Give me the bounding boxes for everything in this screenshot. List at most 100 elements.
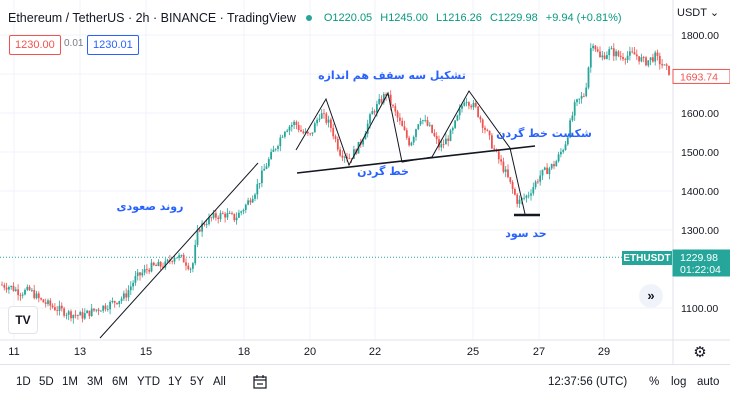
candle-body — [175, 257, 178, 259]
price-tick-label: 1100.00 — [681, 303, 718, 315]
symbol-tag-bg — [622, 251, 672, 265]
candle-body — [263, 168, 266, 171]
candle-body — [24, 289, 26, 295]
candle-body — [10, 285, 13, 288]
time-tick-label: 18 — [238, 346, 250, 358]
candle-body — [231, 213, 233, 214]
candle-body — [125, 293, 128, 298]
candle-body — [171, 261, 174, 262]
candle-body — [426, 120, 429, 126]
take-profit-label: حد سود — [505, 227, 546, 240]
candle-body — [116, 302, 118, 305]
time-tick-label: 20 — [304, 346, 316, 358]
timeframe-6m-button[interactable]: 6M — [112, 376, 128, 388]
scroll-to-realtime-button[interactable]: » — [639, 284, 663, 308]
high-value: H1245.00 — [380, 12, 428, 24]
price-axis[interactable]: 1800.001700.001600.001500.001400.001300.… — [622, 0, 730, 364]
candle-body — [196, 229, 199, 245]
candle-body — [539, 175, 542, 182]
candle-body — [592, 45, 594, 49]
candle-body — [569, 120, 571, 138]
price-tick-label: 1600.00 — [681, 108, 719, 120]
candle-body — [560, 151, 562, 155]
candle-body — [369, 114, 371, 124]
candle-body — [378, 98, 381, 104]
timeframe-ytd-button[interactable]: YTD — [137, 376, 160, 388]
candle-body — [642, 57, 645, 58]
candle-body — [373, 111, 376, 113]
percent-scale-button[interactable]: % — [649, 376, 660, 388]
time-tick-label: 22 — [369, 346, 381, 358]
candle-body — [612, 48, 615, 57]
buy-button[interactable]: 1230.01 — [87, 35, 139, 55]
time-axis[interactable]: 11 13 15 18 20 22 25 27 29 ⚙ — [0, 339, 730, 361]
candle-body — [366, 123, 369, 134]
price-chart[interactable]: روند صعودی تشکیل سه سقف هم اندازه خط گردن ش… — [0, 0, 730, 364]
candle-body — [247, 200, 249, 205]
candle-body — [435, 136, 438, 140]
candle-body — [424, 120, 427, 121]
candle-body — [118, 300, 121, 305]
candle-body — [376, 103, 378, 113]
timeframe-1m-button[interactable]: 1M — [62, 376, 78, 388]
candle-body — [422, 120, 424, 122]
candle-body — [336, 138, 339, 150]
candle-body — [622, 56, 624, 60]
date-range-icon[interactable] — [253, 375, 267, 389]
candle-body — [493, 148, 496, 150]
timeframe-5y-button[interactable]: 5Y — [190, 376, 205, 388]
candle-body — [286, 130, 289, 132]
candle-body — [132, 282, 134, 287]
candle-body — [615, 51, 617, 57]
candle-body — [346, 156, 348, 159]
last-price-tag-text: 1229.98 — [680, 252, 718, 264]
time-tick-label: 11 — [8, 346, 19, 358]
timeframe-5d-button[interactable]: 5D — [39, 376, 54, 388]
candle-body — [323, 113, 325, 115]
log-scale-button[interactable]: log — [671, 376, 687, 388]
candle-body — [224, 213, 226, 218]
symbol-price-tag: ETHUSDT — [622, 251, 672, 265]
candle-body — [509, 177, 512, 183]
candle-body — [562, 149, 565, 152]
price-tick-label: 1300.00 — [681, 225, 719, 237]
candle-body — [626, 55, 629, 60]
candle-body — [150, 262, 153, 272]
candle-body — [74, 314, 77, 316]
high-price-tag-bg — [672, 68, 730, 84]
candle-body — [297, 125, 300, 131]
candle-body — [451, 127, 454, 131]
candle-body — [548, 168, 551, 175]
change-value: +9.94 (+0.81%) — [545, 12, 622, 24]
ohlc-values: O1220.05 H1245.00 L1216.26 C1229.98 +9.9… — [324, 12, 627, 24]
timeframe-all-button[interactable]: All — [213, 376, 226, 388]
candle-body — [267, 159, 270, 167]
timeframe-1y-button[interactable]: 1Y — [168, 376, 183, 388]
timeframe-3m-button[interactable]: 3M — [87, 376, 103, 388]
currency-selector[interactable]: USDT ⌄ — [677, 6, 719, 19]
candle-body — [251, 198, 254, 203]
utc-clock[interactable]: 12:37:56 (UTC) — [548, 376, 628, 388]
candle-body — [281, 136, 284, 138]
candle-body — [527, 195, 530, 197]
candle-body — [463, 102, 466, 106]
sell-button[interactable]: 1230.00 — [9, 35, 61, 55]
candle-body — [12, 285, 15, 291]
timeframe-1d-button[interactable]: 1D — [16, 376, 31, 388]
candle-body — [254, 194, 256, 199]
candle-body — [537, 181, 539, 183]
candle-body — [219, 213, 222, 219]
candle-body — [635, 54, 638, 57]
candle-body — [180, 255, 183, 256]
gear-icon[interactable]: ⚙ — [693, 344, 706, 361]
candle-body — [484, 127, 486, 130]
candle-body — [431, 124, 433, 133]
candle-body — [182, 255, 185, 263]
candle-body — [445, 138, 447, 145]
chevron-down-icon: ⌄ — [709, 7, 720, 19]
candle-body — [589, 48, 592, 68]
symbol-legend[interactable]: Ethereum / TetherUS · 2h · BINANCE · Tra… — [8, 11, 627, 25]
candle-body — [192, 263, 194, 269]
auto-scale-button[interactable]: auto — [697, 376, 720, 388]
